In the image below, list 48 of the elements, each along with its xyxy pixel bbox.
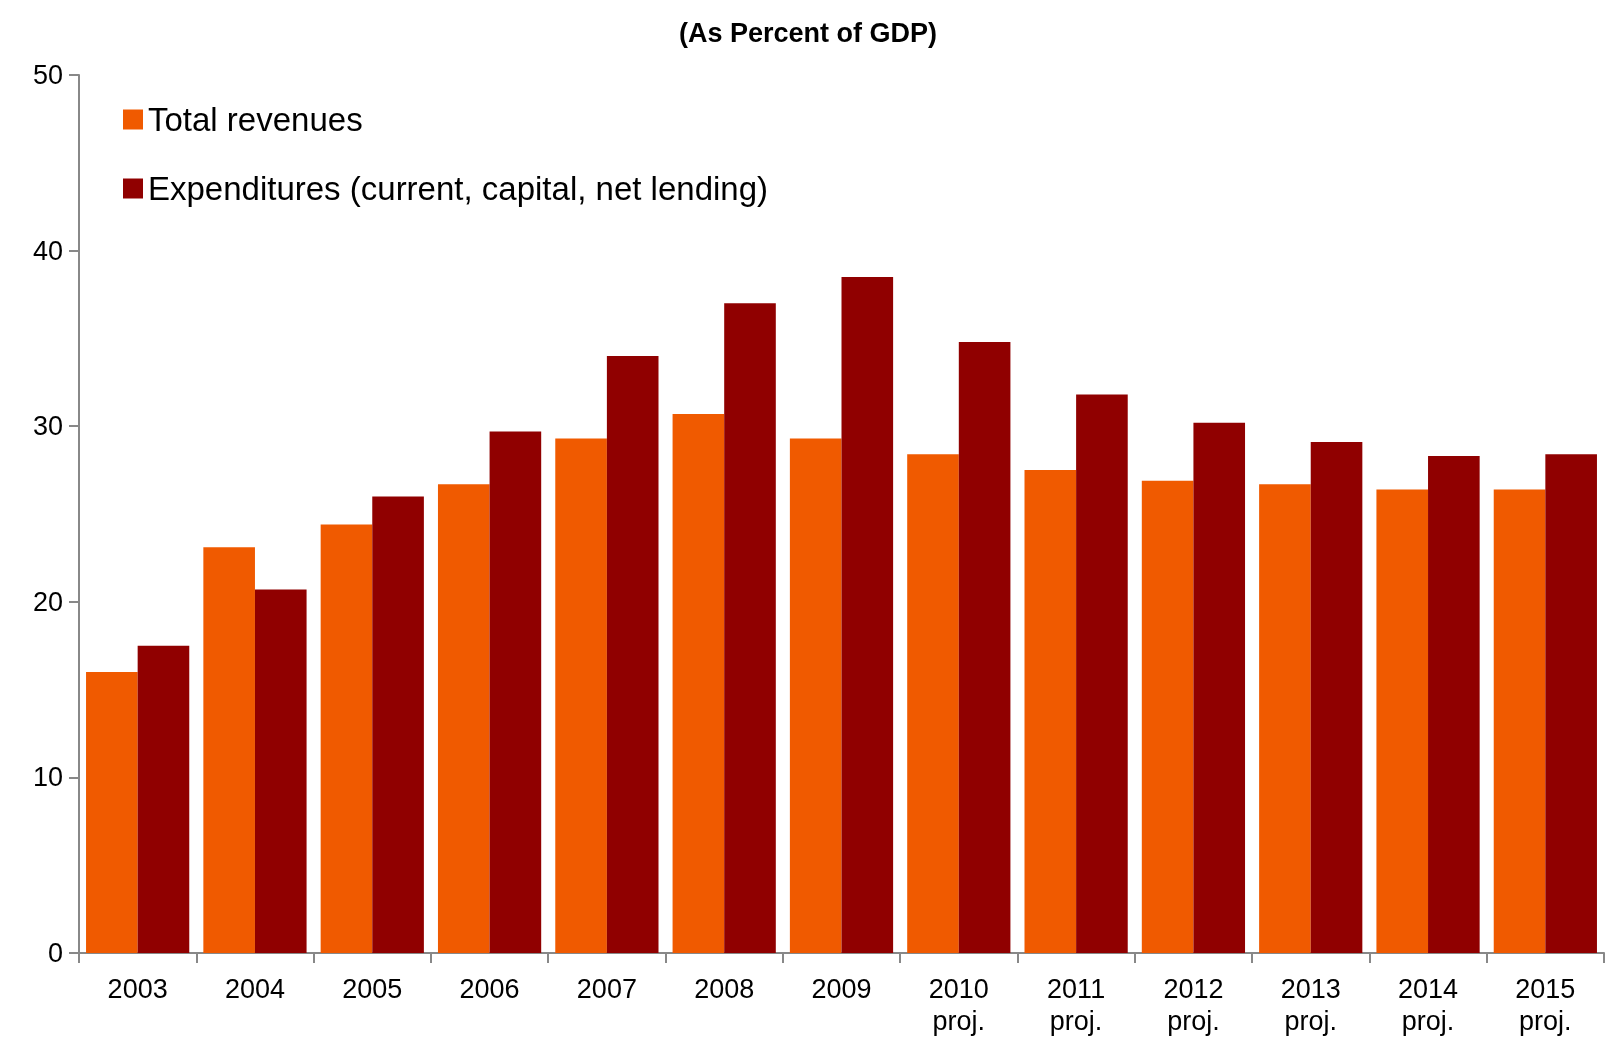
x-tick-label: 2006: [459, 974, 520, 1004]
y-tick-label: 40: [32, 235, 63, 266]
bar: [1545, 454, 1597, 953]
bar: [1428, 456, 1480, 953]
bar: [1024, 470, 1077, 953]
bar: [907, 454, 959, 953]
legend-label: Total revenues: [148, 101, 363, 138]
bar: [841, 276, 894, 953]
bar: [1076, 394, 1128, 953]
bar: [1193, 422, 1246, 953]
bar: [254, 589, 307, 953]
x-tick-label: 2013 proj.: [1280, 974, 1341, 1036]
y-tick-label: 10: [32, 762, 63, 793]
y-tick-label: 30: [32, 411, 63, 442]
bar: [1259, 484, 1311, 953]
x-tick-label: 2014 proj.: [1398, 974, 1459, 1036]
y-tick-label: 20: [32, 586, 63, 617]
bar: [1493, 489, 1546, 953]
bar: [606, 355, 659, 953]
x-tick-label: 2010 proj.: [928, 974, 989, 1036]
x-tick-label: 2008: [694, 974, 755, 1004]
bar: [1376, 489, 1429, 953]
bar: [86, 672, 138, 953]
bar: [489, 431, 542, 953]
bar: [372, 496, 424, 953]
bar: [437, 484, 490, 953]
x-tick-label: 2012 proj.: [1163, 974, 1224, 1036]
bar: [203, 547, 255, 953]
bar: [1141, 480, 1194, 953]
bar: [555, 438, 607, 953]
y-tick-label: 0: [47, 938, 63, 968]
y-tick-label: 50: [32, 60, 63, 90]
bar: [789, 438, 842, 953]
x-tick-label: 2007: [576, 974, 637, 1004]
bar: [1310, 442, 1363, 953]
x-tick-label: 2009: [811, 974, 872, 1004]
x-tick-label: 2003: [107, 974, 168, 1004]
x-tick-label: 2011 proj.: [1047, 974, 1106, 1036]
legend-label: Expenditures (current, capital, net lending): [148, 170, 769, 207]
bar: [137, 645, 190, 953]
bar: [672, 413, 725, 953]
x-tick-label: 2005: [342, 974, 403, 1004]
chart-title: (As Percent of GDP): [678, 17, 938, 48]
bar: [958, 341, 1011, 953]
bar: [724, 303, 776, 953]
x-tick-label: 2015 proj.: [1515, 974, 1576, 1036]
bar: [320, 524, 373, 953]
x-tick-label: 2004: [224, 974, 285, 1004]
